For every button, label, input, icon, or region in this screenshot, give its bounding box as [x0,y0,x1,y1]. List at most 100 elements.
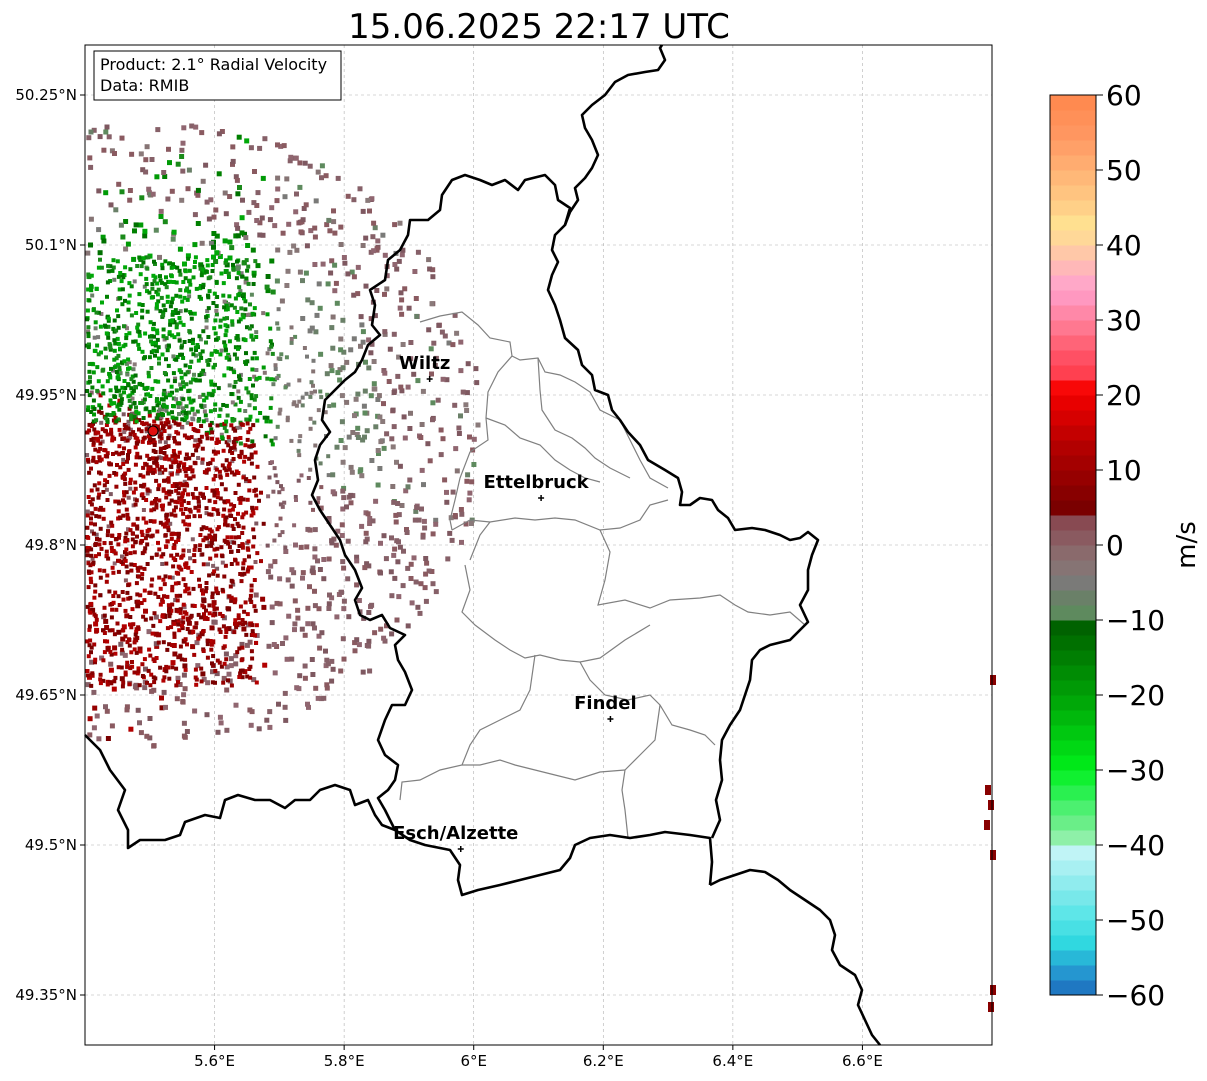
echo-pixel [210,269,215,273]
echo-pixel [196,358,201,363]
echo-pixel [234,439,239,444]
echo-pixel [233,702,239,708]
echo-pixel [135,592,140,597]
echo-pixel [170,415,175,420]
echo-pixel [227,594,232,599]
echo-pixel [192,311,197,316]
echo-pixel [215,495,220,500]
echo-pixel [274,523,279,528]
echo-pixel [364,428,370,434]
echo-pixel [214,586,219,591]
echo-pixel [139,264,144,269]
echo-pixel [185,186,191,192]
echo-pixel [129,386,134,391]
echo-pixel [330,472,336,478]
echo-pixel [260,596,266,602]
echo-pixel [123,265,128,270]
echo-pixel [201,492,205,497]
echo-pixel [202,612,206,617]
echo-pixel [275,376,280,381]
echo-pixel [95,537,99,541]
echo-pixel [250,632,255,637]
echo-pixel [289,656,295,662]
echo-pixel [186,167,192,173]
city-label: Ettelbruck [484,472,590,493]
echo-pixel [155,416,160,421]
echo-pixel [89,390,94,395]
echo-pixel [104,355,108,360]
echo-pixel [232,445,237,450]
echo-pixel [240,645,245,650]
echo-pixel [217,660,222,665]
echo-pixel [146,255,151,260]
echo-pixel [241,512,246,517]
echo-pixel [181,280,186,284]
echo-pixel [224,303,229,308]
echo-pixel [141,422,146,427]
echo-pixel [186,501,191,505]
echo-pixel [123,558,128,563]
echo-pixel [185,627,190,631]
echo-pixel [309,300,315,306]
echo-pixel [373,424,379,430]
echo-pixel [93,589,98,594]
echo-pixel [166,665,171,670]
echo-pixel [260,232,266,238]
echo-pixel [98,393,103,398]
echo-pixel [143,536,148,541]
echo-pixel [309,568,315,574]
echo-pixel [91,531,96,536]
echo-pixel [324,222,330,228]
echo-pixel [158,309,163,314]
echo-pixel [342,260,348,266]
echo-pixel [147,437,152,441]
echo-pixel [398,290,404,296]
colorbar-segment [1050,920,1096,936]
echo-pixel [108,347,113,352]
echo-pixel [224,403,229,408]
echo-pixel [404,527,409,532]
echo-pixel [176,431,181,436]
echo-pixel [439,329,445,335]
echo-pixel [224,657,229,662]
echo-pixel [177,682,183,687]
echo-pixel [193,345,198,350]
echo-pixel [382,291,387,297]
echo-pixel [124,707,130,713]
echo-pixel [345,538,351,544]
echo-pixel [96,265,101,270]
echo-pixel [154,302,159,307]
echo-pixel [226,671,232,677]
echo-pixel [157,575,162,580]
echo-pixel [164,408,169,413]
echo-pixel [182,418,187,423]
echo-pixel [266,643,272,649]
echo-pixel [131,490,136,495]
echo-pixel [464,408,470,413]
echo-pixel [94,629,99,634]
echo-pixel [249,513,254,518]
echo-pixel [88,638,93,643]
echo-pixel [164,516,169,521]
colorbar-segment [1050,770,1096,786]
echo-pixel [201,329,206,334]
echo-pixel [205,263,210,268]
echo-pixel [92,348,97,353]
echo-pixel [289,340,294,345]
echo-pixel [248,414,253,419]
echo-pixel [362,565,368,571]
echo-pixel [171,262,175,267]
echo-pixel [119,665,124,670]
echo-pixel [130,660,134,664]
echo-pixel [204,418,209,423]
echo-pixel [94,460,99,465]
echo-pixel [170,296,175,301]
echo-pixel [419,506,424,512]
echo-pixel [327,592,332,598]
echo-pixel [233,535,238,540]
echo-pixel [120,684,125,689]
echo-pixel [117,444,122,449]
echo-pixel [430,531,436,537]
echo-pixel [330,666,336,672]
echo-pixel [176,538,181,542]
